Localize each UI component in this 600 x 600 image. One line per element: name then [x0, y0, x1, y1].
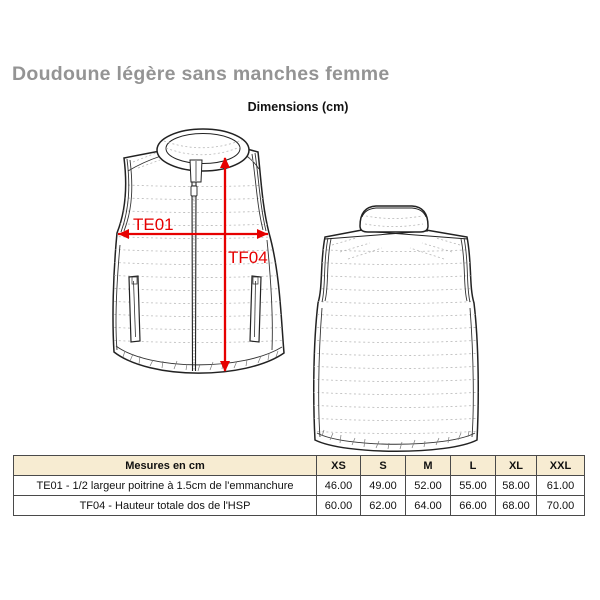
front-zipper [190, 181, 198, 372]
back-yoke-quilting [331, 237, 461, 260]
table-header-row: Mesures en cm XS S M L XL XXL [13, 455, 585, 476]
back-collar [359, 205, 429, 233]
back-hem-gathers [321, 429, 470, 450]
front-hem-gathers [122, 350, 279, 372]
row-label: TE01 - 1/2 largeur poitrine à 1.5cm de l… [13, 475, 317, 496]
back-side-seams [318, 307, 474, 438]
front-hem-line [115, 345, 283, 366]
table-row-tf04: TF04 - Hauteur totale dos de l'HSP 60.00… [13, 495, 585, 516]
value-cell: 52.00 [405, 475, 451, 496]
header-cell-xl: XL [495, 455, 537, 476]
front-side-seams [115, 239, 273, 351]
page-title: Doudoune légère sans manches femme [12, 63, 390, 85]
table-row-te01: TE01 - 1/2 largeur poitrine à 1.5cm de l… [13, 475, 585, 496]
back-hem-line [316, 432, 476, 445]
value-cell: 46.00 [316, 475, 361, 496]
header-cell-s: S [360, 455, 406, 476]
back-armhole-bindings [321, 237, 471, 303]
value-cell: 66.00 [450, 495, 496, 516]
value-cell: 49.00 [360, 475, 406, 496]
header-cell-xxl: XXL [536, 455, 585, 476]
value-cell: 61.00 [536, 475, 585, 496]
value-cell: 60.00 [316, 495, 361, 516]
header-cell-measures: Mesures en cm [13, 455, 317, 476]
back-vest-drawing [313, 205, 479, 452]
header-cell-xs: XS [316, 455, 361, 476]
front-vest-drawing [112, 128, 285, 374]
te01-arrow [118, 229, 268, 239]
value-cell: 58.00 [495, 475, 537, 496]
value-cell: 62.00 [360, 495, 406, 516]
value-cell: 68.00 [495, 495, 537, 516]
value-cell: 70.00 [536, 495, 585, 516]
value-cell: 64.00 [405, 495, 451, 516]
row-label: TF04 - Hauteur totale dos de l'HSP [13, 495, 317, 516]
front-armhole-bindings [120, 152, 267, 233]
dimensions-subtitle: Dimensions (cm) [247, 100, 349, 114]
back-body-outline [313, 226, 479, 452]
measurement-annotations: TE01 TF04 [118, 157, 268, 372]
size-table: Mesures en cm XS S M L XL XXL TE01 - 1/2… [13, 455, 585, 516]
front-quilting-lines [113, 183, 284, 343]
header-cell-m: M [405, 455, 451, 476]
tf04-arrow [220, 157, 230, 372]
tf04-label: TF04 [228, 248, 268, 267]
te01-label: TE01 [133, 215, 174, 234]
front-right-pocket [249, 275, 262, 343]
value-cell: 55.00 [450, 475, 496, 496]
header-cell-l: L [450, 455, 496, 476]
front-left-pocket [128, 275, 141, 343]
back-quilting-lines [313, 248, 479, 434]
